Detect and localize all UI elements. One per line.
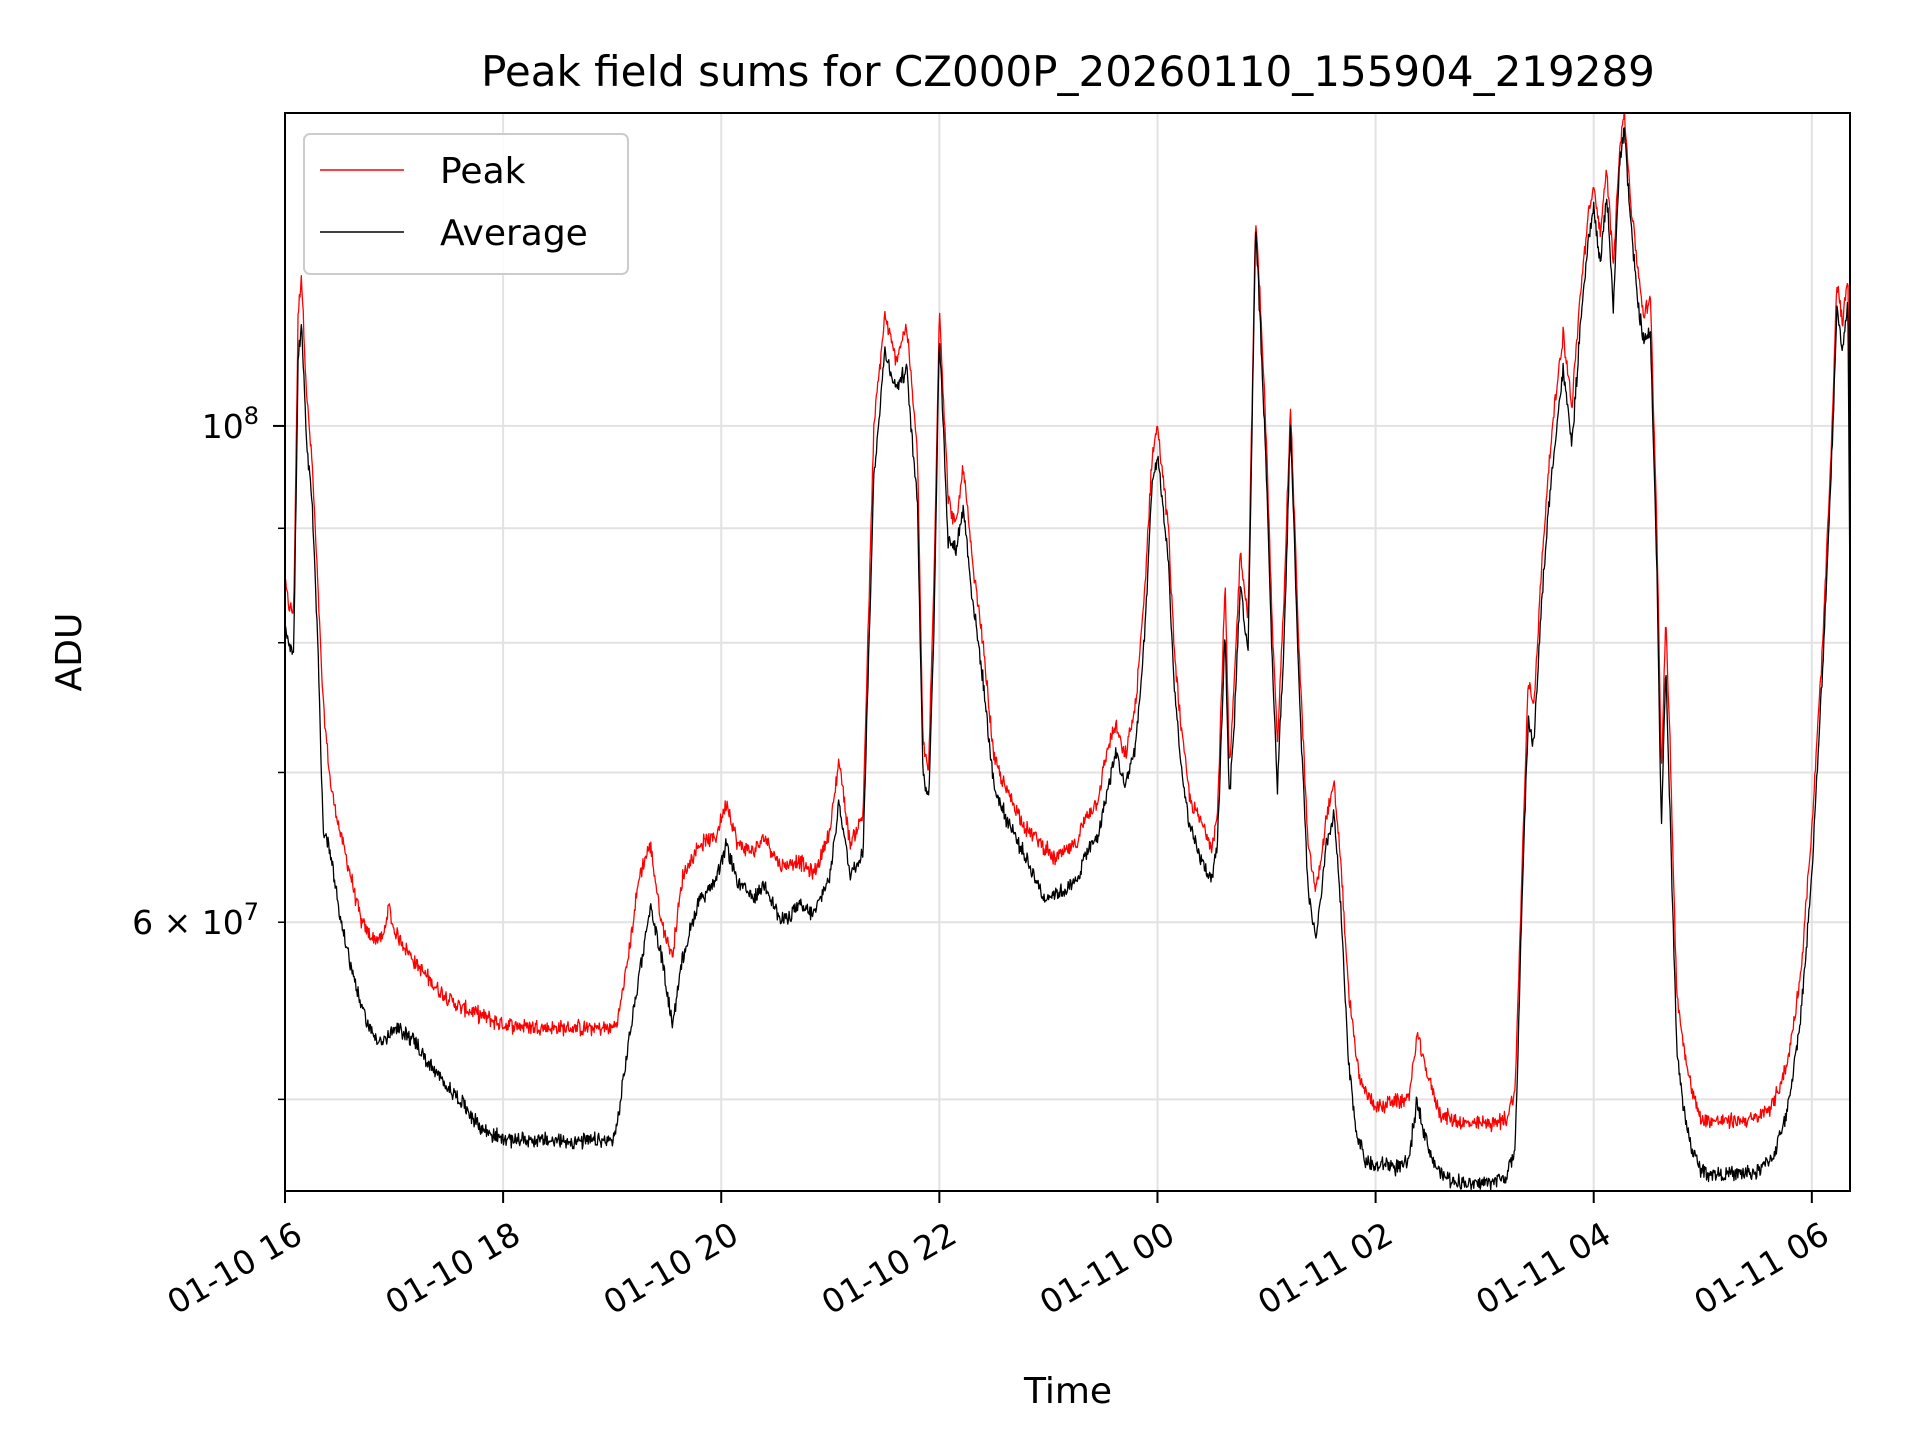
series-lines — [285, 113, 1850, 1191]
legend-label-average: Average — [440, 213, 588, 254]
y-tick-label: 108 — [202, 402, 259, 446]
series-line-peak — [285, 113, 1850, 1133]
grid-lines — [284, 113, 1850, 1191]
series-line-average — [285, 127, 1850, 1191]
y-tick-label: 6 × 107 — [132, 898, 259, 942]
y-axis-ticks: 108 6 × 107 — [132, 402, 285, 1101]
y-axis-label: ADU — [49, 613, 90, 692]
legend-box — [303, 133, 629, 275]
chart-title: Peak field sums for CZ000P_20260110_1559… — [481, 47, 1655, 96]
legend-label-peak: Peak — [440, 151, 526, 192]
x-axis-label: Time — [1023, 1371, 1112, 1412]
legend: Peak Average — [303, 133, 629, 275]
plot-frame — [284, 112, 1851, 1192]
